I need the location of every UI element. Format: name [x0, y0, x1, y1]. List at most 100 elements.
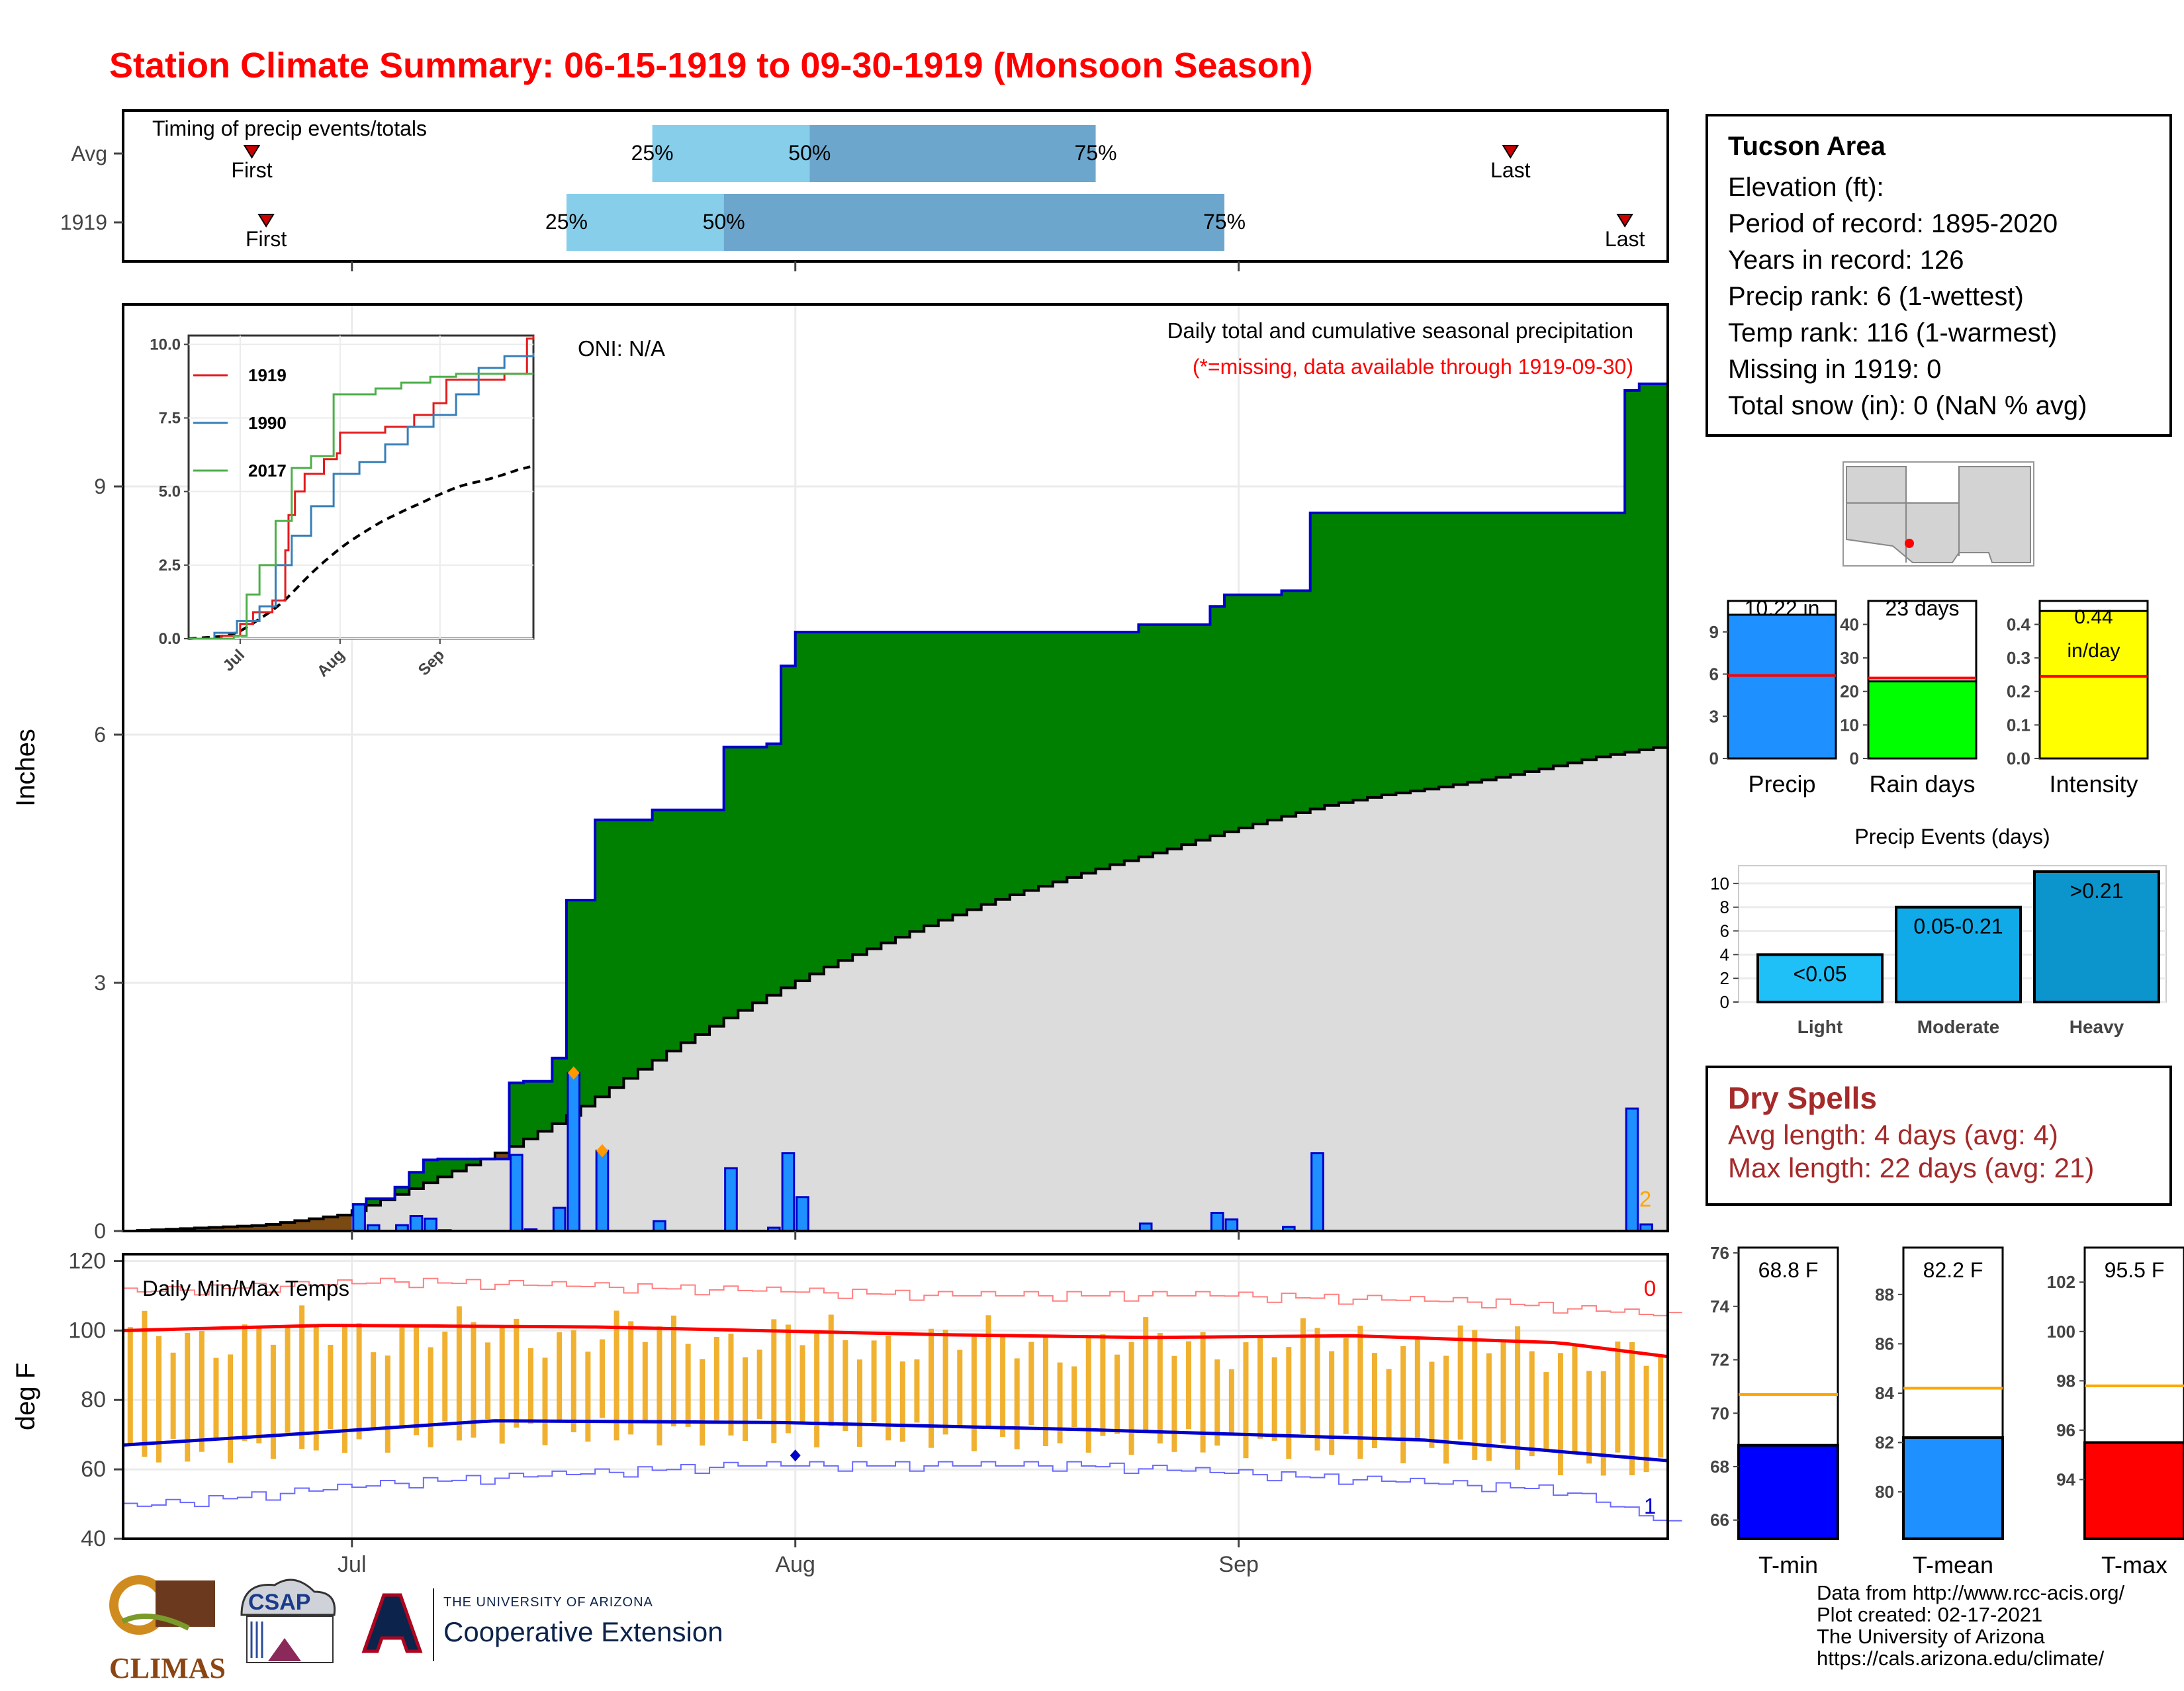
- temp-range-bar: [1629, 1342, 1635, 1476]
- temp-range-bar: [514, 1318, 520, 1428]
- events-title: Precip Events (days): [1854, 825, 2050, 848]
- mini-temp-charts: 66 68 70 72 74 76 68.8 F T-min 80 82 84 86 88 82.2 F T…: [1710, 1243, 2184, 1578]
- mini-precip-y-tick-label: 3: [1709, 706, 1719, 726]
- credit-line: Plot created: 02-17-2021: [1817, 1603, 2043, 1626]
- temp-range-bar: [1143, 1317, 1149, 1431]
- events-bar-label: <0.05: [1794, 962, 1847, 985]
- temp-range-bar: [313, 1326, 319, 1451]
- precip-events-chart: Precip Events (days) 0 2 4 6 8 10 <0.05 Light 0.0…: [1710, 825, 2167, 1037]
- inset-y-tick-label: 7.5: [159, 410, 181, 428]
- temp-range-bar: [1486, 1353, 1492, 1461]
- inset-series-line: [189, 373, 533, 640]
- mini-temp-bar: [1902, 1436, 2004, 1541]
- temp-bg: [123, 1254, 1668, 1539]
- events-y-tick-label: 0: [1720, 992, 1729, 1012]
- temp-range-bar: [270, 1344, 276, 1459]
- precip-y-tick-label: 0: [94, 1219, 106, 1243]
- daily-precip-bar: [1224, 1218, 1239, 1232]
- temp-range-bar: [156, 1336, 162, 1463]
- temp-range-bar: [599, 1339, 605, 1418]
- mini-temp-y-tick-label: 88: [1875, 1285, 1894, 1304]
- temp-range-bar: [1100, 1334, 1106, 1436]
- temp-range-bar: [1586, 1371, 1592, 1464]
- timing-box-high: [723, 194, 1225, 251]
- events-y-tick-label: 2: [1720, 968, 1729, 988]
- temp-x-tick-label: Jul: [338, 1552, 366, 1577]
- temp-frame: [122, 1253, 1669, 1540]
- precip-y-axis-label: Inches: [11, 729, 40, 807]
- mini-temp-y-tick-label: 100: [2047, 1322, 2075, 1342]
- temp-range-bar: [814, 1330, 820, 1447]
- mini-precip-y-tick-label: 0.4: [2007, 614, 2031, 634]
- temp-range-bar: [456, 1306, 462, 1441]
- mini-precip-y-tick-label: 20: [1840, 682, 1859, 702]
- temp-panel-label: Daily Min/Max Temps: [142, 1276, 349, 1301]
- daily-precip-bar: [595, 1150, 610, 1232]
- mini-precip-y-tick-label: 0.1: [2007, 715, 2030, 735]
- temp-range-bar: [1300, 1318, 1306, 1434]
- mini-temp-y-tick-label: 94: [2056, 1470, 2075, 1490]
- coop-extension-text: Cooperative Extension: [443, 1616, 723, 1647]
- daily-precip-bar: [352, 1203, 366, 1232]
- temp-range-bar: [185, 1332, 191, 1462]
- record-marker: [596, 1144, 608, 1158]
- temp-range-bar: [1343, 1338, 1349, 1434]
- mini-temp-y-tick-label: 66: [1710, 1510, 1729, 1530]
- inset-legend-label: 1919: [248, 365, 287, 385]
- mini-temp-label: T-min: [1758, 1551, 1818, 1578]
- temp-range-bar: [985, 1315, 991, 1428]
- daily-precip-bar: [653, 1220, 666, 1232]
- temp-range-bar: [127, 1327, 133, 1444]
- temp-panel: 40 60 80 100 120 Jul Aug Sep Daily Min/Max Temps…: [11, 1248, 1682, 1577]
- mini-precip-y-tick-label: 30: [1840, 648, 1859, 668]
- chart-title: Station Climate Summary: 06-15-1919 to 0…: [109, 46, 1313, 85]
- temp-range-bar: [1000, 1336, 1006, 1438]
- daily-precip-bar: [409, 1215, 424, 1232]
- temp-y-tick-label: 120: [68, 1248, 106, 1273]
- events-bar: [1756, 953, 1884, 1003]
- precip-subtitle: Daily total and cumulative seasonal prec…: [1167, 318, 1633, 343]
- credit-line: Data from http://www.rcc-acis.org/: [1817, 1581, 2125, 1604]
- credit-line: https://cals.arizona.edu/climate/: [1817, 1647, 2105, 1670]
- daily-precip-bar: [1625, 1107, 1639, 1232]
- inset-y-tick-label: 0.0: [159, 630, 181, 648]
- mini-temp-y-tick-label: 98: [2056, 1371, 2075, 1391]
- temp-range-bar: [799, 1345, 805, 1423]
- summary-years: Years in record: 126: [1728, 246, 1964, 275]
- temp-range-bar: [700, 1359, 705, 1446]
- temp-range-bar: [1114, 1354, 1120, 1434]
- events-bar: [2033, 870, 2160, 1004]
- temp-range-bar: [1257, 1336, 1263, 1439]
- location-map: [1843, 461, 2034, 567]
- mini-temp-y-tick-label: 80: [1875, 1482, 1894, 1502]
- mini-precip-label: Rain days: [1869, 770, 1975, 798]
- daily-precip-bar: [567, 1072, 581, 1232]
- events-y-tick-label: 8: [1720, 897, 1729, 917]
- temp-range-bar: [1600, 1371, 1606, 1476]
- temp-range-bar: [442, 1332, 448, 1422]
- mini-temp-y-tick-label: 74: [1710, 1297, 1729, 1316]
- temp-range-bar: [614, 1310, 619, 1441]
- temp-range-bar: [1414, 1339, 1420, 1441]
- precip-frame: [122, 303, 1669, 1232]
- temp-range-bar: [299, 1305, 305, 1449]
- mini-precip-y-tick-label: 6: [1709, 664, 1719, 684]
- temp-range-bar: [542, 1357, 548, 1445]
- record-marker: [567, 1066, 580, 1080]
- daily-precip-bar: [424, 1217, 437, 1232]
- avg-cumulative-area: [123, 747, 1668, 1231]
- temp-range-bar: [1515, 1326, 1521, 1470]
- mini-temp-y-tick-label: 82: [1875, 1433, 1894, 1453]
- summary-elevation: Elevation (ft):: [1728, 173, 1884, 202]
- summary-period: Period of record: 1895-2020: [1728, 209, 2058, 238]
- temp-range-bar: [1071, 1366, 1077, 1428]
- mini-precip-charts: 0 3 6 9 10.22 in Precip 0 10 20 30 40 23 days Rain d…: [1709, 596, 2149, 798]
- temp-range-bar: [1500, 1342, 1506, 1443]
- inset-legend-label: 2017: [248, 461, 287, 480]
- mini-precip-y-tick-label: 0: [1709, 749, 1719, 768]
- mini-temp-label: T-max: [2101, 1551, 2167, 1578]
- summary-precip-rank: Precip rank: 6 (1-wettest): [1728, 282, 2024, 311]
- temp-range-bar: [499, 1326, 505, 1444]
- temp-range-bar: [871, 1340, 877, 1422]
